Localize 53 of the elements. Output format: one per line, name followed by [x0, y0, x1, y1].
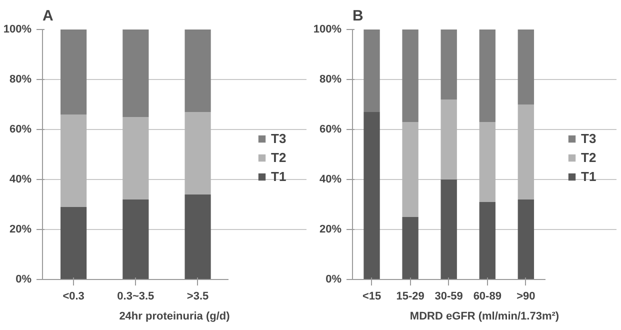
y-tick-label: 0%	[326, 274, 342, 286]
bar	[402, 122, 418, 217]
y-tick-label: 20%	[319, 224, 342, 236]
y-tick-label: 40%	[319, 174, 342, 186]
x-tick-label: 60-89	[473, 290, 502, 302]
chart-title: A	[42, 8, 54, 24]
legend-label: T2	[271, 150, 288, 165]
x-tick-label: 30-59	[434, 290, 463, 302]
bar	[122, 117, 149, 200]
y-tick-label: 20%	[9, 224, 32, 236]
bar	[402, 217, 418, 280]
legend-label: T1	[581, 169, 598, 184]
bar	[364, 30, 380, 112]
bar	[60, 114, 87, 207]
bar	[122, 200, 149, 280]
y-tick-label: 40%	[9, 174, 32, 186]
bar	[60, 207, 87, 280]
bar	[479, 202, 496, 280]
x-tick-label: <15	[362, 290, 382, 302]
y-tick-label: 100%	[3, 24, 32, 36]
x-tick-label: >3.5	[186, 290, 209, 302]
bar	[440, 30, 457, 100]
x-tick-label: <0.3	[62, 290, 84, 302]
bar	[518, 30, 534, 104]
bar	[184, 112, 211, 194]
y-tick-label: 0%	[16, 274, 32, 286]
bar	[518, 200, 534, 280]
y-tick-label: 60%	[319, 124, 342, 136]
x-tick-label: 0.3~3.5	[117, 290, 154, 302]
y-tick-label: 100%	[313, 24, 342, 36]
bar	[440, 180, 457, 280]
bar	[364, 112, 380, 280]
chart-title: B	[352, 8, 364, 24]
bar	[518, 104, 534, 200]
bar	[479, 30, 496, 122]
legend-label: T2	[581, 150, 598, 165]
legend-label: T3	[581, 131, 598, 146]
bar	[184, 30, 211, 112]
x-axis-title: 24hr proteinuria (g/d)	[119, 310, 230, 322]
x-tick-label: 15-29	[396, 290, 424, 302]
bar	[60, 30, 87, 114]
y-tick-label: 80%	[9, 74, 32, 86]
x-tick-label: >90	[516, 290, 536, 302]
bar	[184, 194, 211, 280]
y-tick-label: 60%	[9, 124, 32, 136]
x-axis-title: MDRD eGFR (ml/min/1.73m²)	[410, 310, 560, 322]
bar	[122, 30, 149, 117]
legend-label: T3	[271, 131, 288, 146]
bar	[402, 30, 418, 122]
bar	[440, 100, 457, 180]
legend-label: T1	[271, 169, 288, 184]
y-tick-label: 80%	[319, 74, 342, 86]
bar	[479, 122, 496, 202]
